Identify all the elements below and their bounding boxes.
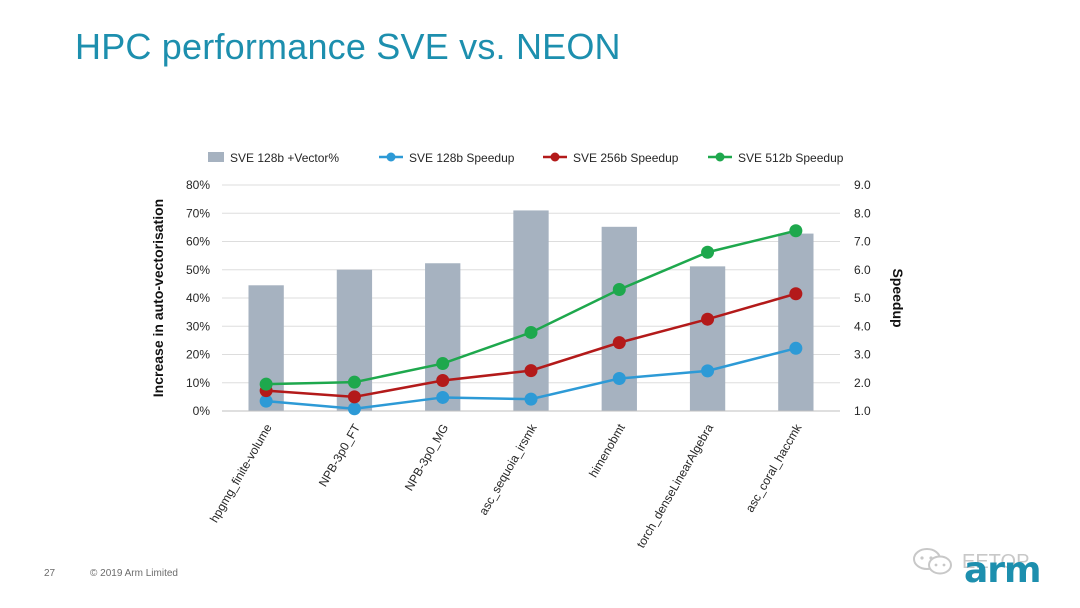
copyright-text: © 2019 Arm Limited (90, 568, 178, 579)
x-tick-label: asc_sequoia_irsmk (476, 421, 540, 518)
point-1-NPB-3p0_FT (347, 390, 361, 404)
page-number: 27 (44, 568, 56, 579)
x-tick-label: NPB-3p0_MG (402, 422, 451, 494)
y2-axis-title: Speedup (890, 268, 906, 327)
point-0-NPB-3p0_FT (347, 402, 361, 416)
legend-label: SVE 128b Speedup (409, 151, 515, 165)
point-0-hpgmg_finite-volume (259, 394, 273, 408)
y-tick-label: 20% (186, 348, 210, 362)
point-2-torch_denseLinearAlgebra (701, 245, 715, 259)
y2-tick-label: 1.0 (854, 404, 871, 418)
legend-swatch-bars (208, 152, 224, 162)
legend-label: SVE 128b +Vector% (230, 151, 339, 165)
point-2-asc_sequoia_irsmk (524, 325, 538, 339)
y-tick-label: 30% (186, 319, 210, 333)
bar-NPB-3p0_MG (425, 263, 461, 411)
watermark-text: EETOP (962, 550, 1030, 573)
y-tick-label: 70% (186, 206, 210, 220)
point-1-himenobmt (612, 336, 626, 350)
y-tick-label: 50% (186, 263, 210, 277)
point-1-asc_coral_haccmk (789, 287, 803, 301)
y2-tick-label: 6.0 (854, 263, 871, 277)
y-axis-title: Increase in auto-vectorisation (150, 199, 166, 397)
legend-swatch-marker (386, 152, 396, 162)
point-0-himenobmt (612, 372, 626, 386)
bar-asc_sequoia_irsmk (513, 210, 549, 411)
point-1-torch_denseLinearAlgebra (701, 312, 715, 326)
y2-tick-label: 2.0 (854, 376, 871, 390)
point-2-asc_coral_haccmk (789, 224, 803, 238)
point-0-asc_sequoia_irsmk (524, 392, 538, 406)
point-0-NPB-3p0_MG (436, 390, 450, 404)
legend-swatch-marker (715, 152, 725, 162)
legend-swatch-marker (550, 152, 560, 162)
y-tick-label: 40% (186, 291, 210, 305)
legend-label: SVE 256b Speedup (573, 151, 679, 165)
slide-title: HPC performance SVE vs. NEON (75, 26, 621, 67)
y-tick-label: 0% (193, 404, 211, 418)
point-0-asc_coral_haccmk (789, 341, 803, 355)
x-tick-label: NPB-3p0_FT (316, 421, 363, 489)
y2-tick-label: 5.0 (854, 291, 871, 305)
y-tick-label: 60% (186, 235, 210, 249)
y2-tick-label: 4.0 (854, 319, 871, 333)
legend-label: SVE 512b Speedup (738, 151, 844, 165)
y2-tick-label: 8.0 (854, 206, 871, 220)
bar-NPB-3p0_FT (336, 269, 373, 411)
x-tick-label: himenobmt (586, 421, 628, 480)
y-tick-label: 80% (186, 178, 210, 192)
watermark: EETOP (912, 546, 1029, 578)
point-2-hpgmg_finite-volume (259, 377, 273, 391)
x-tick-label: torch_denseLinearAlgebra (634, 421, 717, 550)
point-2-himenobmt (612, 283, 626, 297)
y2-tick-label: 9.0 (854, 178, 871, 192)
point-0-torch_denseLinearAlgebra (701, 364, 715, 378)
point-2-NPB-3p0_MG (436, 357, 450, 371)
y2-tick-label: 7.0 (854, 235, 871, 249)
y2-tick-label: 3.0 (854, 348, 871, 362)
arm-logo: arm (964, 550, 1042, 591)
x-tick-label: hpgmg_finite-volume (207, 421, 275, 525)
point-2-NPB-3p0_FT (347, 375, 361, 389)
y-tick-label: 10% (186, 376, 210, 390)
x-tick-label: asc_coral_haccmk (743, 421, 805, 515)
bar-torch_denseLinearAlgebra (689, 266, 726, 411)
point-1-NPB-3p0_MG (436, 373, 450, 387)
bar-asc_coral_haccmk (778, 233, 814, 411)
point-1-asc_sequoia_irsmk (524, 364, 538, 378)
chat-bubbles-icon (913, 548, 952, 575)
